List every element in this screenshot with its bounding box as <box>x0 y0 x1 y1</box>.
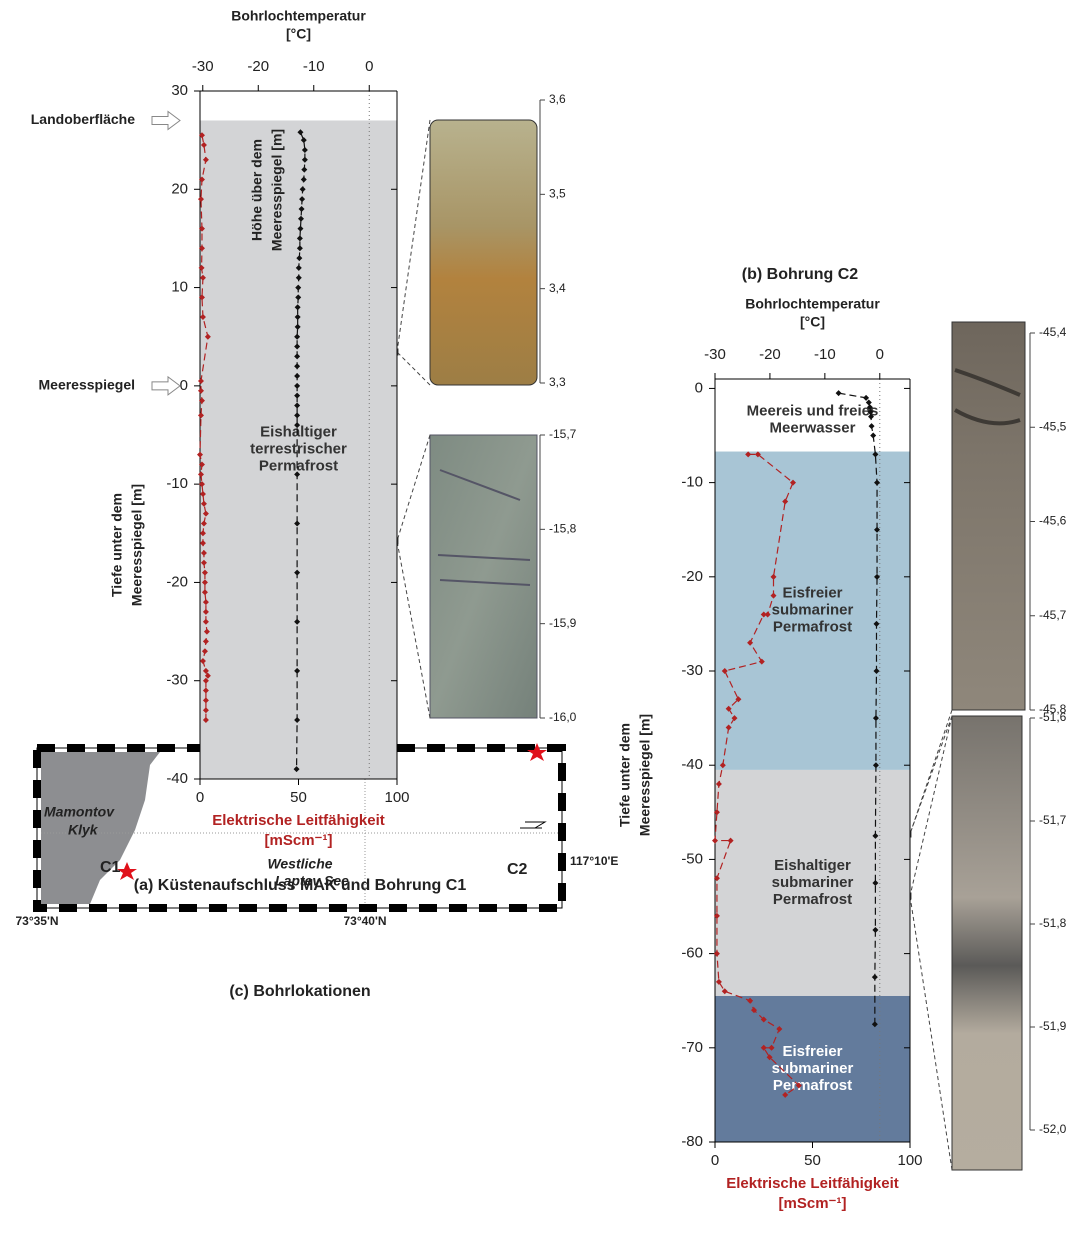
y-axis-label: Tiefe unter dem <box>617 723 633 827</box>
y-tick-label: 0 <box>695 379 703 396</box>
map-title: (c) Bohrlokationen <box>229 983 370 1000</box>
core-tick-label: -52,0 <box>1039 1122 1067 1136</box>
x2-tick-label: -10 <box>303 58 325 75</box>
x2-tick-label: 0 <box>365 58 373 75</box>
y-tick-label: -30 <box>166 672 188 689</box>
annotation: Landoberfläche <box>31 111 135 127</box>
y-tick-label: -50 <box>681 850 703 867</box>
y-axis-label: Meeresspiegel [m] <box>637 714 653 836</box>
core-tick-label: -15,8 <box>549 522 577 536</box>
core-tick-label: 3,6 <box>549 92 566 106</box>
sea-label: Westliche <box>267 856 332 872</box>
annotation-arrow <box>152 377 180 395</box>
core-tick-label: -51,9 <box>1039 1019 1067 1033</box>
core-tick-label: -45,5 <box>1039 419 1067 433</box>
y-axis-label: Höhe über dem <box>249 139 265 241</box>
x2-tick-label: 0 <box>876 346 884 363</box>
c1-label: C1 <box>100 859 121 876</box>
x-tick-label: 50 <box>290 789 307 806</box>
y-tick-label: 30 <box>171 82 188 99</box>
x-tick-label: 0 <box>711 1152 719 1169</box>
x-axis-label: [mScm⁻¹] <box>265 832 333 849</box>
zone-label: Eisfreier <box>782 585 842 602</box>
zone-label: Permafrost <box>259 458 338 475</box>
core-tick-label: -51,7 <box>1039 813 1067 827</box>
lat-label: 73°40'N <box>343 914 386 928</box>
core-photo <box>952 716 1022 1170</box>
core-tick-label: -15,7 <box>549 427 577 441</box>
y-tick-label: -70 <box>681 1039 703 1056</box>
zone-label: Permafrost <box>773 619 852 636</box>
lon-label: 117°10'E <box>570 854 618 868</box>
y-tick-label: -40 <box>166 770 188 787</box>
core-tick-label: 3,3 <box>549 375 566 389</box>
x2-tick-label: -20 <box>247 58 269 75</box>
y-axis-label: Meeresspiegel [m] <box>129 484 145 606</box>
zone-label: Permafrost <box>773 1077 852 1094</box>
y-tick-label: -30 <box>681 662 703 679</box>
core-tick-label: -51,8 <box>1039 916 1067 930</box>
x-tick-label: 50 <box>804 1152 821 1169</box>
lat-label: 73°35'N <box>15 914 58 928</box>
core-tick-label: -45,4 <box>1039 325 1067 339</box>
chart-title: (a) Küstenaufschluss MAK und Bohrung C1 <box>134 877 467 894</box>
y-tick-label: -40 <box>681 756 703 773</box>
x-tick-label: 100 <box>897 1152 922 1169</box>
land-label: Mamontov <box>44 804 115 820</box>
zone-label: submariner <box>772 1060 854 1077</box>
core-tick-label: -51,6 <box>1039 710 1067 724</box>
x-axis-label: Elektrische Leitfähigkeit <box>212 812 385 829</box>
x2-tick-label: -30 <box>192 58 214 75</box>
y-tick-label: -10 <box>681 474 703 491</box>
chart-title: (b) Bohrung C2 <box>742 266 859 283</box>
core-photos <box>392 120 1025 1170</box>
x2-tick-label: -30 <box>704 346 726 363</box>
annotation-arrow <box>152 111 180 129</box>
core-tick-label: -16,0 <box>549 710 577 724</box>
x-axis-label: [mScm⁻¹] <box>779 1195 847 1212</box>
core-tick-label: -45,7 <box>1039 608 1067 622</box>
y-tick-label: 0 <box>180 377 188 394</box>
y-axis-label: Meeresspiegel [m] <box>269 129 285 251</box>
core-tick-label: 3,5 <box>549 187 566 201</box>
zone-label: submariner <box>772 602 854 619</box>
x-axis-label: Elektrische Leitfähigkeit <box>726 1175 899 1192</box>
x2-tick-label: -20 <box>759 346 781 363</box>
core-photo <box>430 435 537 718</box>
x2-axis-label: [°C] <box>800 314 825 330</box>
zone-label: Eisfreier <box>782 1043 842 1060</box>
zone-label: Permafrost <box>773 891 852 908</box>
core-photo <box>430 120 537 385</box>
core-tick-label: -15,9 <box>549 616 577 630</box>
x2-axis-label: [°C] <box>286 26 311 42</box>
zone-label: Meerwasser <box>770 419 856 436</box>
x2-axis-label: Bohrlochtemperatur <box>231 8 366 24</box>
x-tick-label: 0 <box>196 789 204 806</box>
y-tick-label: 10 <box>171 279 188 296</box>
y-tick-label: -80 <box>681 1133 703 1150</box>
map: Mamontov Klyk C1 C2 Westliche Laptev See… <box>15 743 618 1000</box>
y-tick-label: -10 <box>166 475 188 492</box>
y-tick-label: -20 <box>166 573 188 590</box>
x2-tick-label: -10 <box>814 346 836 363</box>
annotation: Meeresspiegel <box>39 377 136 393</box>
zone-label: submariner <box>772 874 854 891</box>
x-tick-label: 100 <box>384 789 409 806</box>
zone-label: Meereis und freies <box>747 402 879 419</box>
y-tick-label: 20 <box>171 180 188 197</box>
land-label: Klyk <box>68 822 99 838</box>
core-tick-label: 3,4 <box>549 281 566 295</box>
y-axis-label: Tiefe unter dem <box>109 493 125 597</box>
y-tick-label: -20 <box>681 568 703 585</box>
c2-label: C2 <box>507 861 528 878</box>
figure: Mamontov Klyk C1 C2 Westliche Laptev See… <box>0 0 1077 1253</box>
x2-axis-label: Bohrlochtemperatur <box>745 296 880 312</box>
zone-label: Eishaltiger <box>774 857 851 874</box>
y-tick-label: -60 <box>681 945 703 962</box>
zone-label: terrestrischer <box>250 441 347 458</box>
core-tick-label: -45,6 <box>1039 514 1067 528</box>
